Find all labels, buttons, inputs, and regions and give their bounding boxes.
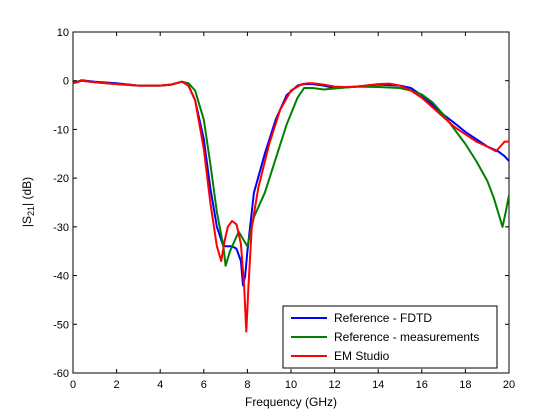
y-tick-label: -40	[53, 271, 69, 283]
y-tick-label: -60	[53, 368, 69, 380]
series-layer	[73, 79, 509, 333]
axis-ticks: 0 2 4 6 8 10 12 14 16 18 20 10 0 -10 -20 -30 -40 -50 -60	[53, 27, 515, 391]
legend: Reference - FDTD Reference - measurement…	[282, 305, 498, 369]
y-tick-label: 0	[63, 76, 69, 88]
x-tick-label: 8	[244, 379, 250, 391]
legend-label-measurements: Reference - measurements	[334, 330, 479, 344]
y-axis-label-main: |S	[20, 216, 34, 227]
x-tick-label: 16	[416, 379, 428, 391]
y-axis-label: |S21| (dB)	[20, 177, 36, 227]
series-line-em-studio	[73, 79, 509, 333]
x-tick-label: 4	[157, 379, 163, 391]
y-tick-label: -20	[53, 173, 69, 185]
x-tick-label: 18	[459, 379, 471, 391]
x-tick-label: 10	[285, 379, 297, 391]
legend-label-fdtd: Reference - FDTD	[334, 311, 432, 325]
x-tick-label: 14	[372, 379, 384, 391]
x-tick-label: 2	[114, 379, 120, 391]
x-tick-label: 20	[503, 379, 515, 391]
y-tick-label: 10	[57, 27, 69, 39]
x-tick-label: 12	[328, 379, 340, 391]
legend-label-em-studio: EM Studio	[334, 349, 390, 363]
y-tick-label: -30	[53, 222, 69, 234]
y-tick-label: -10	[53, 124, 69, 136]
x-tick-label: 6	[201, 379, 207, 391]
x-axis-label: Frequency (GHz)	[245, 395, 337, 409]
y-axis-label-sub: 21	[26, 206, 36, 216]
y-tick-label: -50	[53, 319, 69, 331]
x-tick-label: 0	[70, 379, 76, 391]
y-axis-label-tail: | (dB)	[20, 177, 34, 206]
